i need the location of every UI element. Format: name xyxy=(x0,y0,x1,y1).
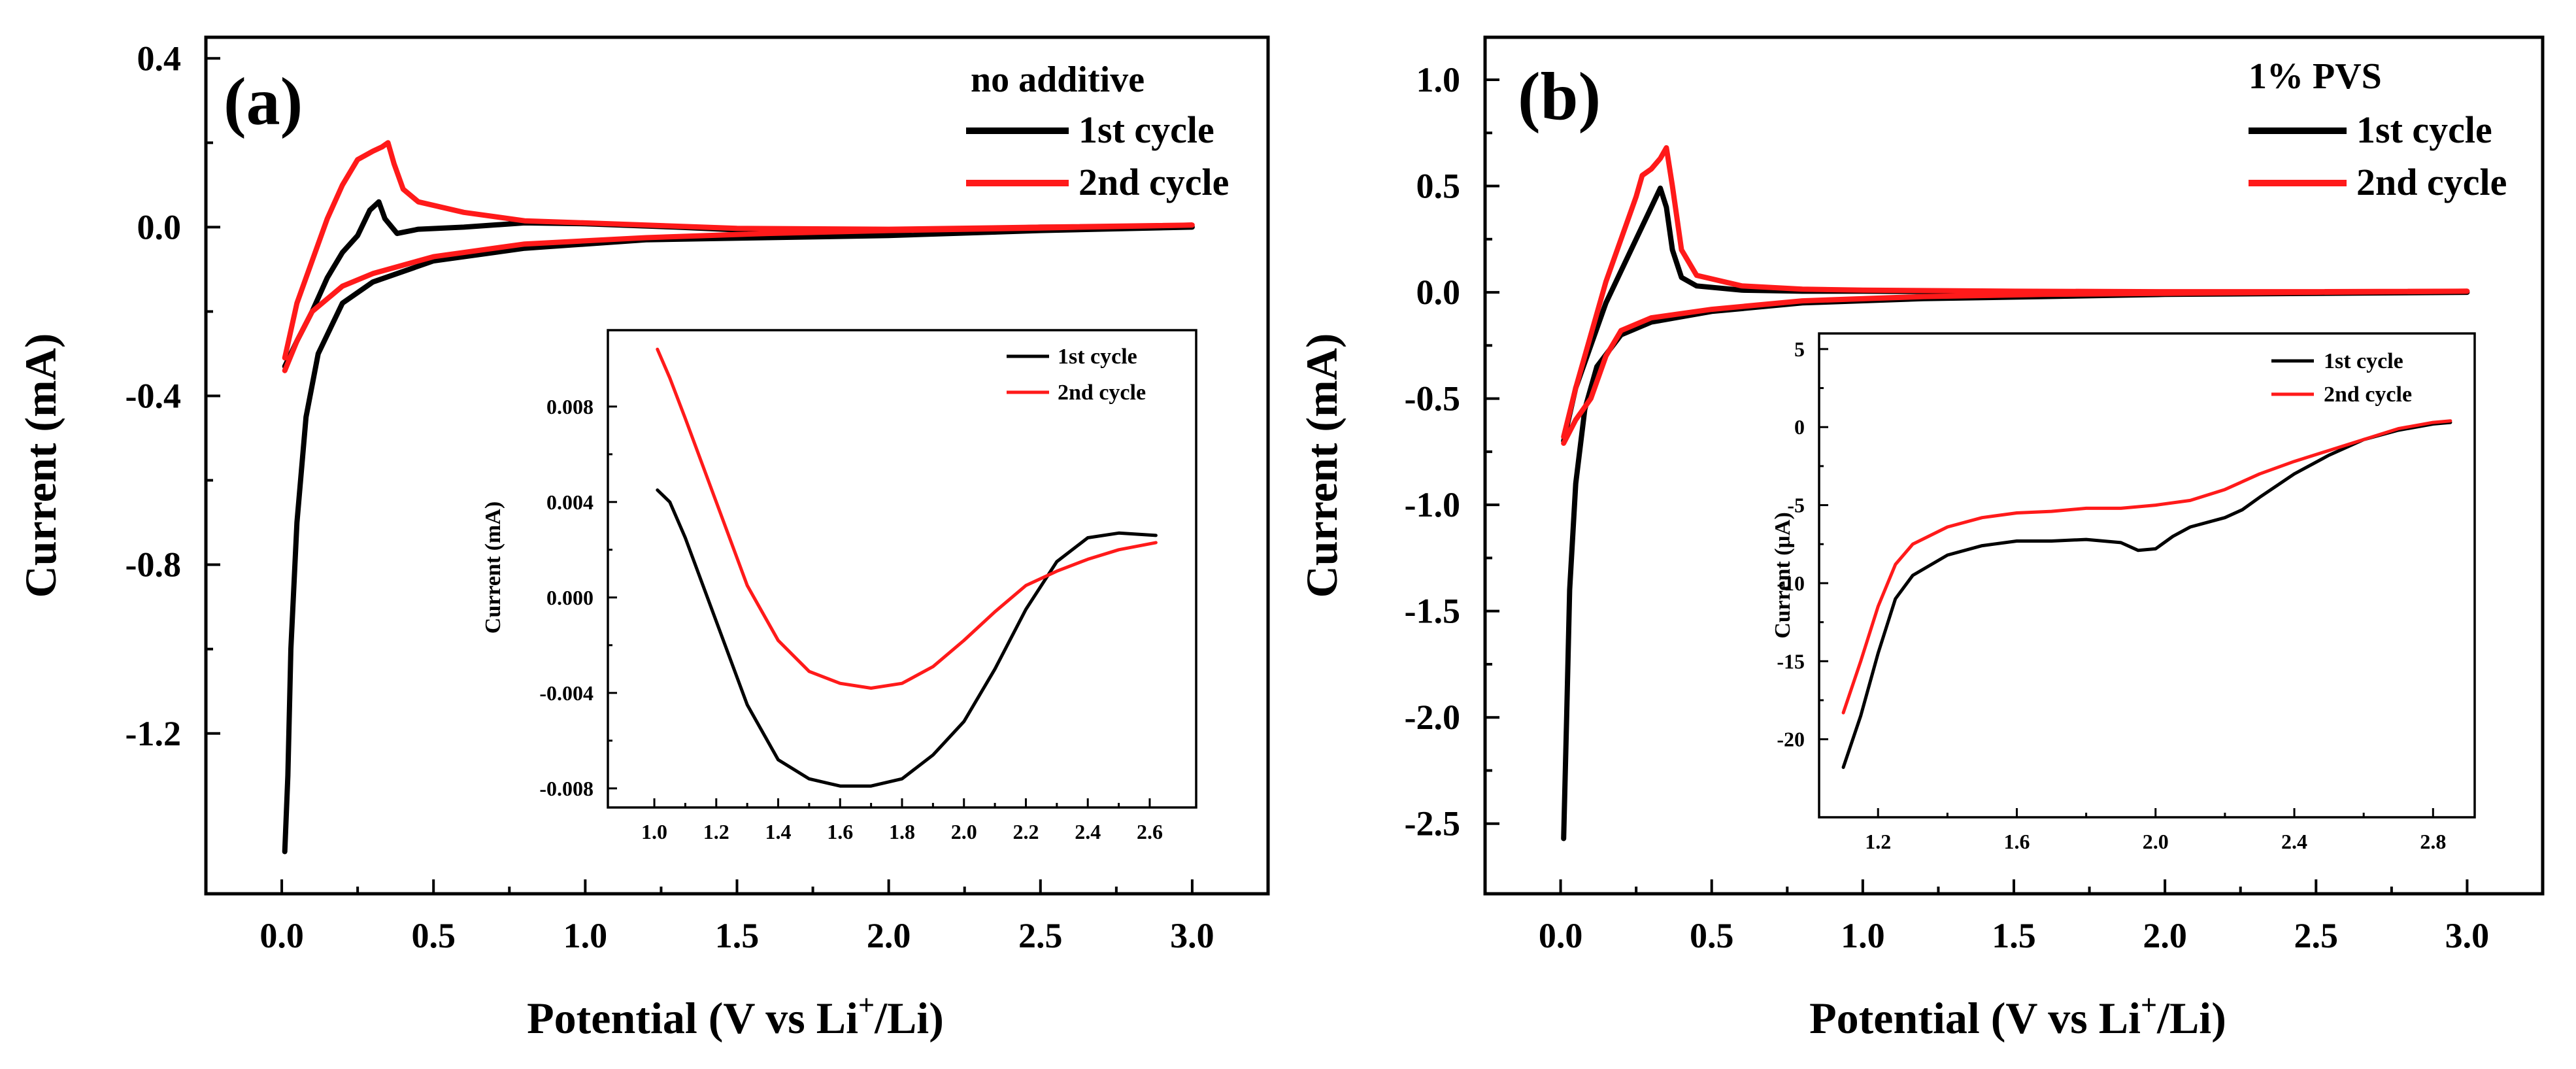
panel-b-y-tick-label: -0.5 xyxy=(1405,379,1460,418)
panel-b: 0.0 0.5 1.0 1.5 2.0 2.5 3.0 1.0 0.5 0.0 -0.5 -1.0 -1… xyxy=(1297,35,2545,1043)
panel-a-inset: 1.0 1.2 1.4 1.6 1.8 2.0 2.2 2.4 2.6 0.008 0.004 0.0… xyxy=(481,329,1197,843)
panel-a-inset-series-cycle2 xyxy=(656,347,1158,690)
panel-b-y-tick-label: 0.5 xyxy=(1416,167,1461,206)
panel-a-inset-ticks: 1.0 1.2 1.4 1.6 1.8 2.0 2.2 2.4 2.6 0.008 0.004 0.0… xyxy=(539,395,1163,843)
panel-a-x-axis-title: Potential (V vs Li+/Li) xyxy=(527,989,944,1043)
panel-b-inset-y-tick-label: -20 xyxy=(1777,728,1805,751)
panel-b-inset-x-tick-label: 1.2 xyxy=(1865,830,1891,853)
panel-a-y-axis-title: Current (mA) xyxy=(16,333,65,598)
panel-a-inset-x-tick-label: 1.8 xyxy=(889,820,915,843)
panel-b-inset-frame xyxy=(1818,332,2476,819)
panel-a-y-tick-label: 0.0 xyxy=(137,207,182,246)
panel-b-y-axis-title: Current (mA) xyxy=(1297,333,1347,598)
panel-a-inset-series xyxy=(656,347,1158,788)
panel-a-x-axis-title-tail: /Li) xyxy=(874,993,944,1043)
panel-a-inset-frame xyxy=(607,329,1197,809)
panel-b-x-tick-label: 0.5 xyxy=(1690,916,1734,955)
panel-a-label: (a) xyxy=(224,64,303,139)
panel-a-legend-label-cycle1: 1st cycle xyxy=(1079,109,1214,151)
panel-a-inset-x-tick-label: 2.6 xyxy=(1137,820,1163,843)
panel-a-inset-x-tick-label: 1.6 xyxy=(827,820,853,843)
panel-a-inset-y-tick-label: 0.000 xyxy=(546,586,594,609)
panel-b-inset-legend-label-cycle1: 1st cycle xyxy=(2324,349,2403,373)
panel-b-inset-legend-label-cycle2: 2nd cycle xyxy=(2324,382,2412,407)
panel-a-inset-x-tick-label: 1.4 xyxy=(765,820,792,843)
panel-b-inset-series-cycle1 xyxy=(1841,420,2452,770)
panel-a-x-tick-label: 2.5 xyxy=(1018,916,1063,955)
panel-b-inset-y-tick-label: 5 xyxy=(1794,337,1805,361)
panel-a-legend-label-cycle2: 2nd cycle xyxy=(1079,161,1229,203)
panel-a-series xyxy=(282,140,1195,855)
panel-a-inset-y-tick-label: -0.008 xyxy=(539,777,594,800)
panel-a-y-tick-label: -0.4 xyxy=(125,377,181,416)
panel-a-x-tick-label: 1.0 xyxy=(563,916,608,955)
panel-b-x-tick-label: 2.0 xyxy=(2143,916,2187,955)
panel-a-inset-x-tick-label: 1.0 xyxy=(641,820,667,843)
panel-a-inset-x-tick-label: 1.2 xyxy=(703,820,729,843)
panel-b-y-tick-label: -1.0 xyxy=(1405,485,1460,524)
panel-a-inset-x-tick-label: 2.0 xyxy=(951,820,977,843)
panel-a: 0.0 0.5 1.0 1.5 2.0 2.5 3.00.40.0-0.4-0.8-1.2 … xyxy=(16,35,1270,1043)
panel-b-ticks: 0.0 0.5 1.0 1.5 2.0 2.5 3.0 1.0 0.5 0.0 -0.5 -1.0 -1… xyxy=(1405,60,2490,955)
panel-a-inset-legend-label-cycle2: 2nd cycle xyxy=(1058,381,1146,405)
panel-b-inset-y-tick-label: -15 xyxy=(1777,649,1805,673)
panel-a-x-axis-title-sup: + xyxy=(858,989,875,1021)
panel-b-label: (b) xyxy=(1518,59,1601,134)
panel-b-legend-label-cycle1: 1st cycle xyxy=(2356,109,2492,151)
panel-a-inset-series-cycle1 xyxy=(656,488,1158,788)
panel-a-inset-y-tick-label: 0.004 xyxy=(546,490,594,514)
panel-b-series xyxy=(1561,145,2470,841)
panel-b-y-tick-label: 0.0 xyxy=(1416,273,1461,312)
panel-b-x-tick-label: 1.0 xyxy=(1841,916,1885,955)
panel-a-series-cycle2 xyxy=(282,140,1195,373)
panel-a-inset-y-axis-title: Current (mA) xyxy=(481,501,505,634)
panel-b-x-tick-label: 1.5 xyxy=(1992,916,2036,955)
panel-a-inset-legend-label-cycle1: 1st cycle xyxy=(1058,345,1137,369)
panel-b-inset-y-tick-label: 0 xyxy=(1794,415,1805,439)
panel-b-inset-x-tick-label: 2.8 xyxy=(2420,830,2446,853)
panel-a-inset-y-tick-label: 0.008 xyxy=(546,395,594,418)
panel-a-x-tick-label: 0.5 xyxy=(411,916,456,955)
panel-b-legend-label-cycle2: 2nd cycle xyxy=(2356,161,2507,203)
panel-a-y-tick-label: -0.8 xyxy=(125,545,181,585)
panel-b-inset-x-tick-label: 2.0 xyxy=(2143,830,2169,853)
panel-b-x-axis-title-sup: + xyxy=(2141,989,2157,1021)
panel-a-x-tick-label: 2.0 xyxy=(867,916,911,955)
panel-b-series-cycle2 xyxy=(1561,145,2470,446)
panel-b-x-axis-title: Potential (V vs Li+/Li) xyxy=(1809,989,2226,1043)
panel-b-inset-x-tick-label: 2.4 xyxy=(2281,830,2307,853)
panel-b-inset-series-cycle2 xyxy=(1841,419,2452,715)
panel-a-inset-x-tick-label: 2.2 xyxy=(1012,820,1039,843)
panel-b-inset: 1.2 1.6 2.0 2.4 2.8 5 0 -5 -10 -15 -20 1st cycle 2… xyxy=(1771,332,2476,853)
panel-a-x-axis-title-main: Potential (V vs Li xyxy=(527,993,858,1043)
panel-b-inset-x-tick-label: 1.6 xyxy=(2003,830,2030,853)
panel-a-x-tick-label: 1.5 xyxy=(715,916,760,955)
panel-b-x-tick-label: 3.0 xyxy=(2445,916,2490,955)
panel-a-y-tick-label: 0.4 xyxy=(137,39,182,78)
panel-b-x-axis-title-tail: /Li) xyxy=(2156,993,2226,1043)
panel-b-inset-y-tick-label: -10 xyxy=(1777,571,1805,595)
panel-a-y-tick-label: -1.2 xyxy=(125,714,181,753)
panel-b-legend-title: 1% PVS xyxy=(2249,56,2382,97)
panel-a-ticks: 0.0 0.5 1.0 1.5 2.0 2.5 3.0 0.4 0.0 -0.4 -0.8 -1.2 xyxy=(125,39,1214,955)
panel-b-inset-y-axis-title: Current (μA) xyxy=(1771,512,1795,638)
panel-b-inset-y-tick-label: -5 xyxy=(1787,494,1805,517)
panel-a-x-tick-label: 3.0 xyxy=(1170,916,1214,955)
panel-b-y-tick-label: -2.0 xyxy=(1405,698,1460,737)
panel-a-x-tick-label: 0.0 xyxy=(259,916,304,955)
panel-a-legend-title: no additive xyxy=(971,59,1145,100)
panel-b-y-tick-label: -1.5 xyxy=(1405,592,1460,631)
panel-a-inset-x-tick-label: 2.4 xyxy=(1075,820,1101,843)
panel-b-inset-ticks: 1.2 1.6 2.0 2.4 2.8 5 0 -5 -10 -15 -20 xyxy=(1777,337,2446,853)
panel-b-y-tick-label: 1.0 xyxy=(1416,60,1461,99)
panel-b-x-tick-label: 0.0 xyxy=(1539,916,1583,955)
panel-a-inset-y-tick-label: -0.004 xyxy=(539,681,594,705)
panel-b-inset-series xyxy=(1841,419,2452,770)
panel-b-y-tick-label: -2.5 xyxy=(1405,804,1460,843)
panel-b-x-tick-label: 2.5 xyxy=(2294,916,2339,955)
panel-b-x-axis-title-main: Potential (V vs Li xyxy=(1809,993,2141,1043)
